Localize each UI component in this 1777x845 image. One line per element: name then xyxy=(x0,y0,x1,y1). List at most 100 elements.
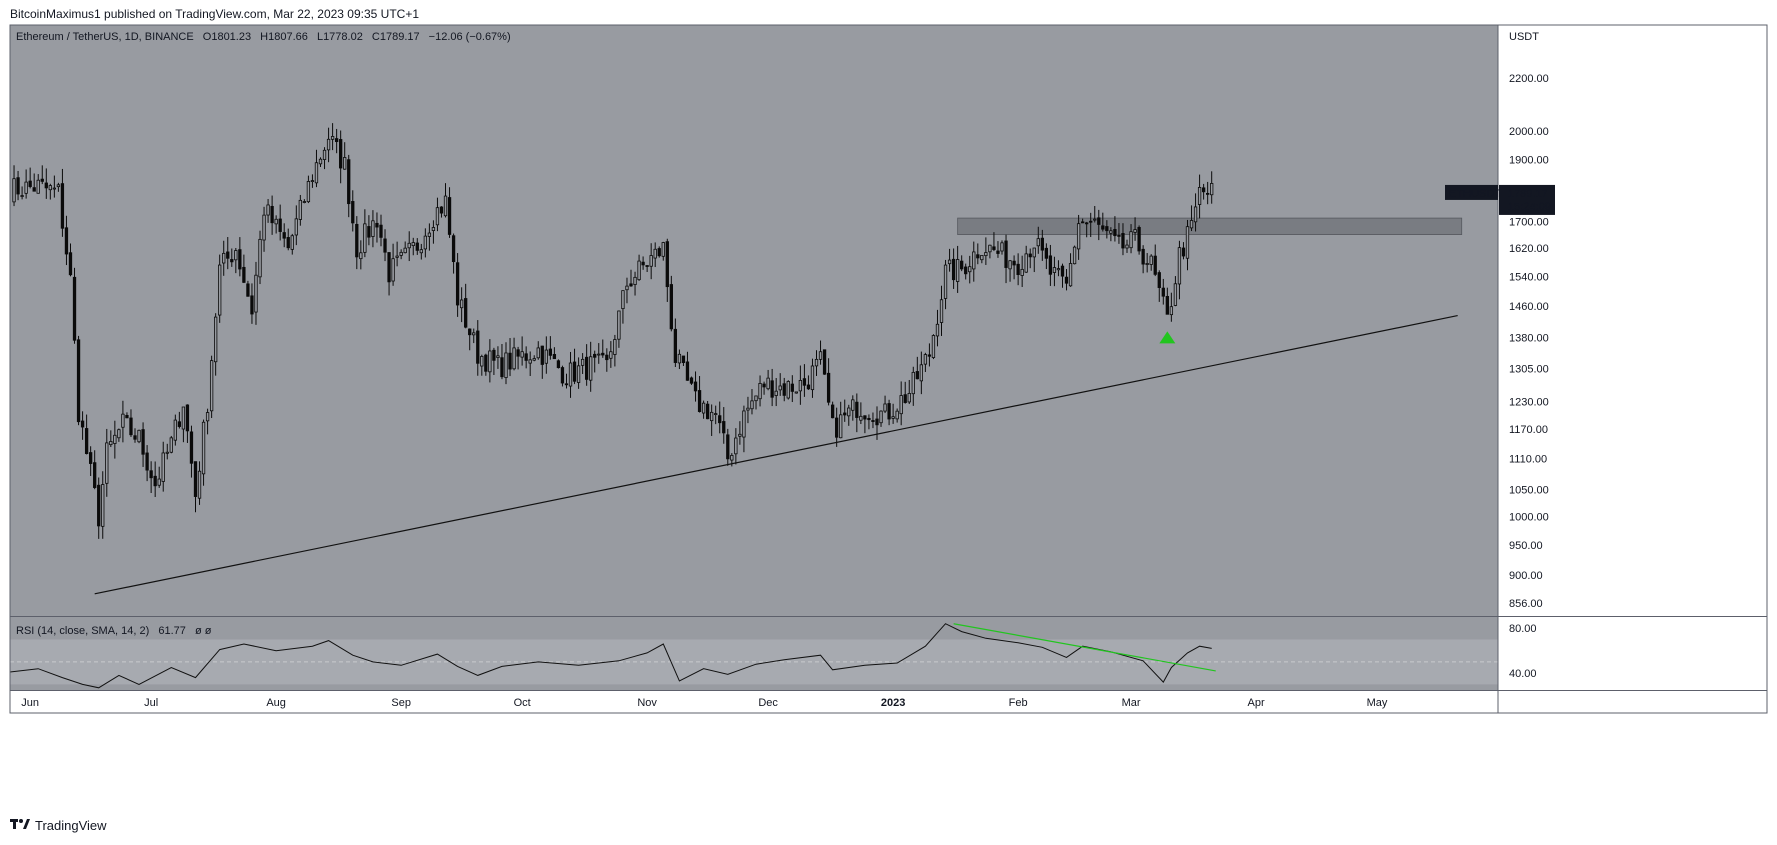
candle-body-up xyxy=(496,355,500,358)
candle xyxy=(68,243,73,277)
candle-body-up xyxy=(701,402,706,414)
candle-body-down xyxy=(141,429,145,455)
candle xyxy=(544,336,548,374)
candle-body-down xyxy=(226,251,230,259)
price-panel[interactable] xyxy=(10,25,1498,616)
candle-body-down xyxy=(1206,192,1210,195)
candle xyxy=(980,254,984,264)
candle xyxy=(1141,245,1145,274)
candle-body-up xyxy=(528,359,532,364)
candle xyxy=(605,348,609,372)
x-axis-labels: Jun Jul Aug Sep Oct Nov Dec 2023 Feb Mar Apr May xyxy=(21,697,1388,709)
candle xyxy=(839,401,843,439)
candle-body-up xyxy=(314,162,319,184)
candle xyxy=(790,375,794,403)
candle-body-up xyxy=(1169,306,1174,316)
price-tick-label: 1620.00 xyxy=(1509,243,1549,255)
candle xyxy=(758,375,762,407)
candle-body-down xyxy=(1201,187,1206,193)
candle-body-up xyxy=(637,260,641,281)
candle xyxy=(766,369,770,391)
candle xyxy=(48,183,52,200)
candle xyxy=(347,154,351,218)
candle-body-up xyxy=(1109,230,1113,234)
candle xyxy=(911,366,915,406)
candle-body-up xyxy=(1024,253,1028,273)
candle xyxy=(814,350,819,376)
candle-body-up xyxy=(371,220,375,237)
candle xyxy=(282,223,286,248)
candle xyxy=(923,352,928,372)
candle-body-up xyxy=(899,395,903,415)
candle-body-up xyxy=(907,393,911,403)
candle-body-up xyxy=(754,395,758,402)
candle-body-down xyxy=(468,328,472,336)
candle xyxy=(1016,253,1020,286)
candle xyxy=(93,450,97,490)
candle-body-up xyxy=(157,478,161,486)
candle xyxy=(1064,269,1069,291)
candle xyxy=(907,379,911,405)
low-value: 1778.02 xyxy=(323,31,363,43)
candle xyxy=(488,339,492,383)
candle xyxy=(528,351,532,377)
candle xyxy=(1000,240,1004,255)
time-axis[interactable] xyxy=(10,690,1498,713)
change-value: −12.06 (−0.67%) xyxy=(429,31,511,43)
candle-body-up xyxy=(1052,267,1057,273)
candle xyxy=(383,229,387,262)
candle xyxy=(218,254,222,323)
candle-body-up xyxy=(318,158,323,165)
candle-body-up xyxy=(205,412,210,422)
close-label: C xyxy=(372,31,380,43)
candle-body-down xyxy=(508,352,512,370)
candle xyxy=(887,399,891,426)
candle xyxy=(516,346,520,370)
rsi-params: RSI (14, close, SMA, 14, 2) xyxy=(16,625,149,637)
candle-body-up xyxy=(794,391,798,394)
candle-body-down xyxy=(605,354,609,361)
candle xyxy=(318,157,323,167)
candle xyxy=(72,267,77,344)
candle xyxy=(1125,239,1129,253)
candle xyxy=(443,183,448,218)
candle-body-up xyxy=(947,259,952,265)
candle-body-down xyxy=(770,380,774,398)
candle xyxy=(113,420,117,459)
rsi-line xyxy=(9,623,1212,689)
candle xyxy=(480,354,484,376)
candle-body-up xyxy=(322,149,327,160)
candle-body-up xyxy=(419,249,423,254)
candle xyxy=(133,428,137,443)
candle-body-up xyxy=(1032,247,1036,258)
candle-body-down xyxy=(927,354,932,357)
tradingview-logo-icon[interactable] xyxy=(10,818,30,833)
candle-body-down xyxy=(826,372,831,403)
candle-body-down xyxy=(347,159,351,205)
candle-body-up xyxy=(431,227,436,231)
candle-body-up xyxy=(306,181,311,203)
candle xyxy=(947,248,952,272)
candle-body-down xyxy=(185,404,190,432)
candle xyxy=(121,400,125,443)
candle xyxy=(1024,245,1028,273)
tradingview-brand[interactable]: TradingView xyxy=(35,818,107,833)
candle-body-down xyxy=(250,295,254,315)
candle xyxy=(64,215,69,266)
price-axis[interactable] xyxy=(1498,25,1767,713)
candle-body-down xyxy=(93,462,97,488)
candle xyxy=(343,142,347,170)
rsi-extra: ø ø xyxy=(195,625,212,637)
candle-body-down xyxy=(278,218,282,232)
candle xyxy=(455,253,460,317)
candle-body-down xyxy=(1161,287,1165,297)
candle xyxy=(855,393,859,433)
candle-body-down xyxy=(718,415,722,424)
candle xyxy=(1008,260,1012,282)
candle-body-down xyxy=(722,421,726,434)
candle xyxy=(883,395,887,414)
candle-body-down xyxy=(1137,227,1141,252)
candle xyxy=(1044,243,1049,270)
candle-body-down xyxy=(1004,240,1008,268)
candle-body-down xyxy=(97,484,101,527)
